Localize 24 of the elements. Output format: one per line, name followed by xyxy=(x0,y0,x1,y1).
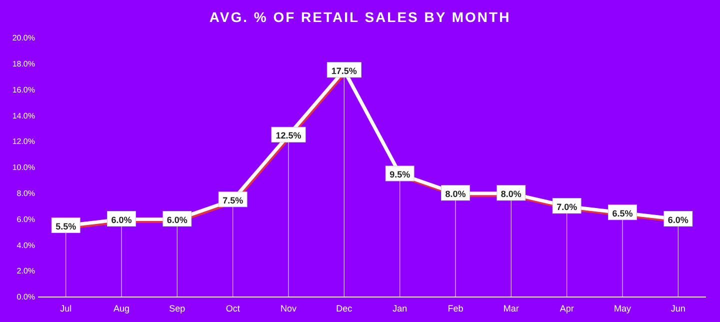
x-tick-label: Apr xyxy=(560,303,574,314)
x-tick-label: Aug xyxy=(113,303,130,314)
y-tick-label: 2.0% xyxy=(16,266,35,276)
y-tick-label: 6.0% xyxy=(16,214,35,224)
y-tick-label: 12.0% xyxy=(12,137,35,146)
x-tick-label: Jul xyxy=(60,303,72,314)
x-tick-label: Oct xyxy=(226,303,240,314)
x-tick-label: Jan xyxy=(392,303,408,314)
y-tick-label: 10.0% xyxy=(12,163,35,172)
x-tick-label: May xyxy=(614,303,632,314)
x-tick-label: Jun xyxy=(670,303,686,314)
x-tick-label: Dec xyxy=(336,303,353,314)
x-tick-label: Nov xyxy=(280,303,297,314)
y-tick-label: 16.0% xyxy=(12,85,35,94)
y-tick-label: 8.0% xyxy=(16,188,35,198)
y-tick-label: 0.0% xyxy=(16,292,35,302)
y-tick-label: 4.0% xyxy=(16,240,35,250)
x-tick-label: Mar xyxy=(503,303,519,314)
y-tick-label: 20.0% xyxy=(12,34,35,43)
y-tick-label: 18.0% xyxy=(12,59,35,68)
y-tick-label: 14.0% xyxy=(12,111,35,120)
chart-title: AVG. % OF RETAIL SALES BY MONTH xyxy=(209,9,511,25)
x-tick-label: Feb xyxy=(448,303,464,314)
x-tick-label: Sep xyxy=(169,303,186,314)
